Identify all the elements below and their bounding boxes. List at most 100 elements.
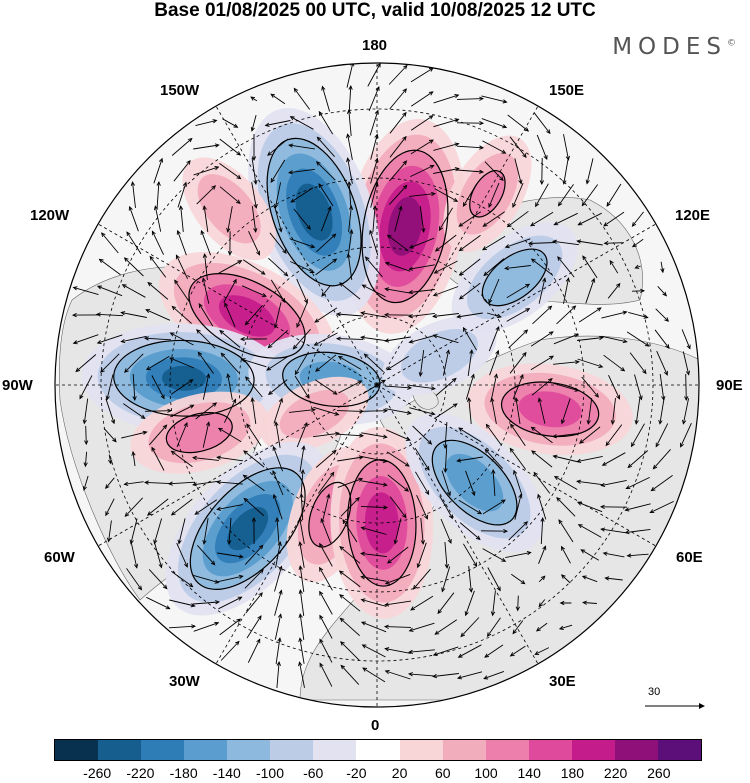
wind-vector xyxy=(385,573,411,585)
wind-vector-head xyxy=(591,277,596,283)
colorbar-segment xyxy=(614,740,658,760)
wind-vector-head xyxy=(339,546,345,551)
wind-vector-head xyxy=(433,269,439,274)
wind-vector-head xyxy=(512,629,517,635)
wind-vector xyxy=(463,327,477,351)
wind-vector xyxy=(463,183,477,207)
wind-vector-head xyxy=(175,254,180,260)
wind-vector-head xyxy=(530,258,536,263)
wind-vector xyxy=(317,137,335,157)
wind-vector xyxy=(365,256,383,278)
wind-vector-head xyxy=(339,594,344,599)
wind-vector xyxy=(556,497,576,517)
wind-vector-head xyxy=(408,244,414,249)
wind-vector-head xyxy=(408,290,414,295)
wind-vector xyxy=(270,159,286,183)
wind-vector-head xyxy=(332,258,338,263)
wind-vector-head xyxy=(101,232,106,238)
wind-vector xyxy=(84,451,88,467)
wind-vector xyxy=(295,351,309,375)
wind-vector xyxy=(227,206,233,232)
wind-vector xyxy=(200,230,212,256)
wind-vector xyxy=(289,238,315,248)
wind-vector xyxy=(149,256,167,278)
anomaly-shade xyxy=(161,365,206,391)
wind-vector-head xyxy=(235,199,241,204)
wind-vector-head xyxy=(250,397,255,403)
wind-vector xyxy=(416,495,428,519)
wind-vector xyxy=(530,331,554,347)
wind-vector-head xyxy=(106,537,112,543)
wind-vector xyxy=(227,374,233,400)
wind-vector-head xyxy=(514,397,519,403)
wind-vector xyxy=(370,158,378,184)
wind-vector xyxy=(245,376,263,398)
wind-vector xyxy=(509,136,527,158)
wind-vector xyxy=(346,63,354,88)
lon-label-0: 0 xyxy=(371,717,380,734)
wind-vector-head xyxy=(549,355,554,360)
wind-vector xyxy=(270,93,286,105)
wind-vector xyxy=(272,470,284,496)
wind-vector-head xyxy=(337,355,343,361)
wind-vector xyxy=(655,423,669,447)
wind-vector-head xyxy=(540,575,546,581)
wind-vector xyxy=(122,284,146,298)
wind-vector-head xyxy=(522,153,527,158)
wind-vector xyxy=(242,259,266,275)
wind-vector xyxy=(457,312,483,318)
wind-vector-head xyxy=(402,135,407,141)
anomaly-shade xyxy=(482,249,547,306)
wind-vector xyxy=(156,181,160,209)
wind-vector-head xyxy=(277,541,282,547)
wind-vector-head xyxy=(430,411,436,416)
wind-vector xyxy=(105,398,115,424)
wind-vector xyxy=(489,350,499,376)
wind-vector xyxy=(582,255,598,279)
wind-vector-head xyxy=(468,588,474,593)
wind-vector-head xyxy=(582,255,587,261)
wind-vector xyxy=(410,91,434,107)
wind-vector xyxy=(394,206,402,232)
wind-vector-head xyxy=(596,307,602,312)
wind-vector-head xyxy=(240,358,246,363)
wind-vector xyxy=(419,350,425,376)
wind-vector-head xyxy=(482,222,488,227)
wind-vector-head xyxy=(346,157,351,163)
wind-vector xyxy=(385,336,411,342)
wind-vector-head xyxy=(251,156,257,162)
wind-vector xyxy=(458,644,482,658)
anomaly-contour-group xyxy=(189,467,306,590)
wind-vector-head xyxy=(198,302,203,308)
wind-vector xyxy=(606,183,622,207)
wind-vector-head xyxy=(357,380,363,385)
lon-label-180: 180 xyxy=(362,37,388,54)
wind-vector-head xyxy=(491,468,496,474)
wind-vector xyxy=(434,188,458,202)
wind-vector-head xyxy=(146,511,152,516)
wind-vector-head xyxy=(290,198,296,203)
wind-vector xyxy=(300,469,304,497)
wind-vector-head xyxy=(386,366,392,371)
wind-vector xyxy=(320,206,332,232)
wind-vector xyxy=(530,355,554,371)
wind-vector xyxy=(267,138,289,156)
wind-vector xyxy=(149,424,167,446)
wind-vector-head xyxy=(361,644,367,649)
wind-vector xyxy=(361,455,387,463)
wind-vector xyxy=(124,353,144,373)
wind-vector xyxy=(219,186,241,204)
wind-vector xyxy=(508,521,528,541)
wind-vector xyxy=(219,618,241,636)
wind-vector xyxy=(459,258,481,276)
wind-vector xyxy=(101,232,119,254)
wind-vector-head xyxy=(622,310,628,315)
wind-vector-head xyxy=(347,180,352,186)
colorbar-tick-label: -20 xyxy=(346,765,367,781)
wind-vector xyxy=(299,446,305,472)
wind-vector xyxy=(444,445,448,473)
wind-vector xyxy=(151,447,165,471)
wind-vector xyxy=(293,328,311,350)
wind-vector-head xyxy=(383,408,389,413)
wind-vector xyxy=(389,160,407,182)
